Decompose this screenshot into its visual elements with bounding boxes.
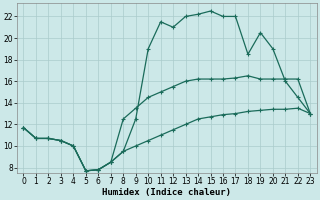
X-axis label: Humidex (Indice chaleur): Humidex (Indice chaleur): [102, 188, 231, 197]
